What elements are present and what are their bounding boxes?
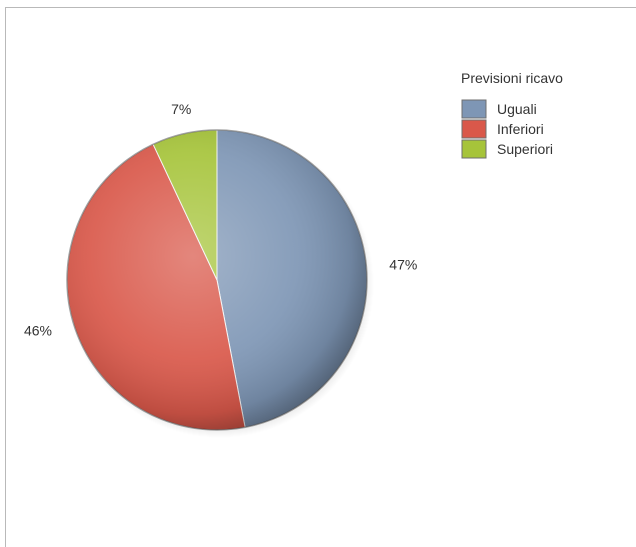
pie-label-uguali: 47% [389,257,417,273]
legend-label-inferiori[interactable]: Inferiori [497,121,544,137]
legend-title: Previsioni ricavo [461,70,563,86]
legend-swatch-inferiori[interactable] [461,119,487,139]
legend-swatch-superiori[interactable] [461,139,487,159]
legend-label-uguali[interactable]: Uguali [497,101,537,117]
pie-label-superiori: 7% [171,101,191,117]
pie-slice-uguali[interactable] [216,129,368,428]
legend-swatch-uguali[interactable] [461,99,487,119]
pie-label-inferiori: 46% [24,323,52,339]
pie-outline [66,129,368,431]
legend-label-superiori[interactable]: Superiori [497,141,553,157]
pie-group: 47% 46% 7% [24,101,417,438]
pie-chart: 47% 46% 7% Previsioni ricavo Uguali Inferio… [24,70,563,438]
legend: Previsioni ricavo Uguali Inferiori Superio… [461,70,563,159]
